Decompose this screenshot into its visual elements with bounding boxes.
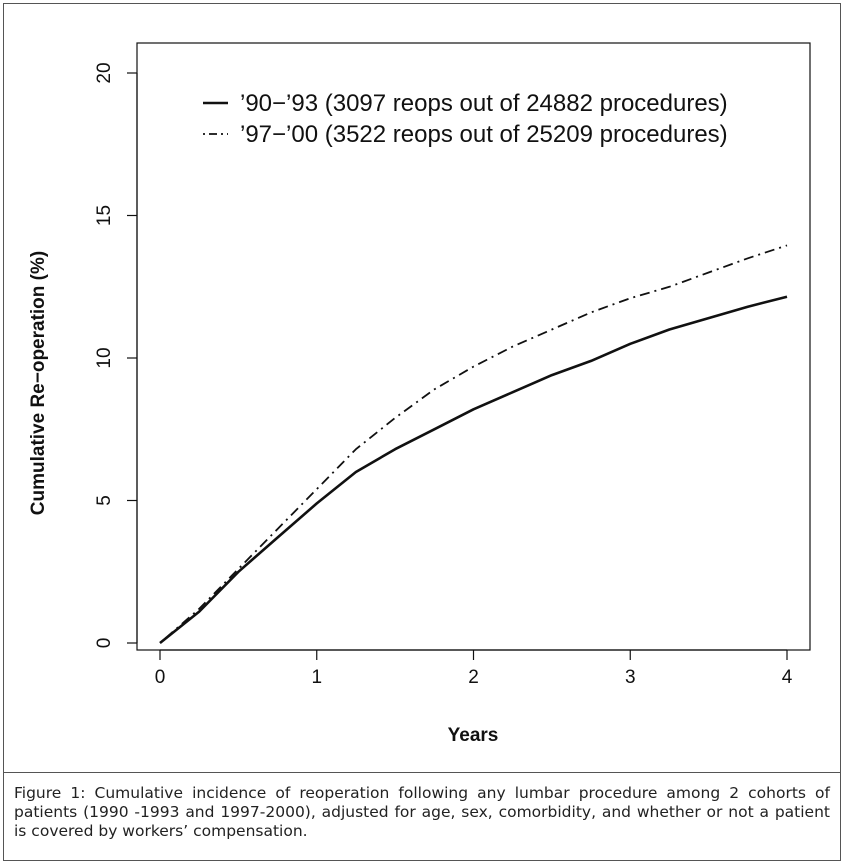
- series-line-2: [159, 244, 788, 644]
- x-tick-label: 4: [782, 667, 793, 688]
- series-layer: [159, 244, 788, 645]
- x-tick-label: 1: [311, 667, 322, 688]
- caption-divider: [3, 772, 841, 773]
- figure-caption: Figure 1: Cumulative incidence of reoper…: [14, 784, 830, 840]
- x-axis: 0 1 2 3 4: [155, 649, 793, 688]
- y-tick-label: 15: [94, 205, 115, 226]
- legend-label-2: ’97−’00 (3522 reops out of 25209 procedu…: [240, 121, 728, 148]
- chart: 0 1 2 3 4 0 5 10 15 20 ’90−’93 (3097 reops out o…: [28, 42, 811, 746]
- x-tick-label: 0: [155, 667, 166, 688]
- x-tick-label: 3: [625, 667, 636, 688]
- x-axis-title: Years: [448, 725, 499, 746]
- legend: ’90−’93 (3097 reops out of 24882 procedu…: [203, 90, 728, 148]
- series-line-1: [159, 295, 788, 645]
- figure-frame: [3, 3, 841, 861]
- y-tick-label: 20: [94, 62, 115, 83]
- x-tick-label: 2: [468, 667, 479, 688]
- y-tick-label: 10: [94, 347, 115, 368]
- y-axis: 0 5 10 15 20: [94, 62, 138, 649]
- legend-label-1: ’90−’93 (3097 reops out of 24882 procedu…: [240, 90, 728, 117]
- y-tick-label: 5: [94, 495, 115, 506]
- y-tick-label: 0: [94, 638, 115, 649]
- y-axis-title: Cumulative Re−operation (%): [28, 251, 49, 515]
